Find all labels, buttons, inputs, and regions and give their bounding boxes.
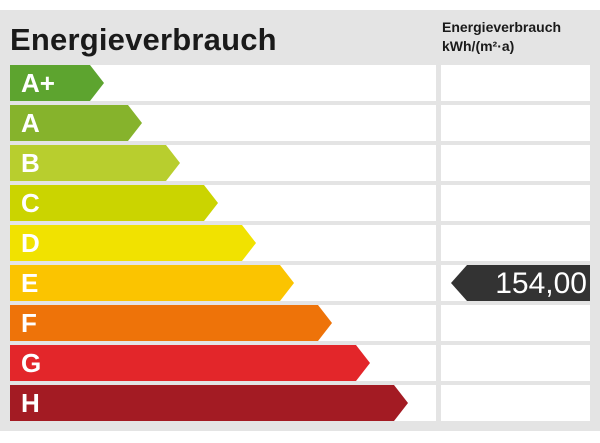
energy-class-arrow-shape: [10, 225, 256, 261]
energy-class-label: D: [21, 228, 40, 258]
energy-class-row: B: [10, 145, 590, 181]
energy-class-arrow-shape: [10, 305, 332, 341]
value-cell: [441, 385, 590, 421]
energy-class-arrow-shape: [10, 105, 142, 141]
energy-class-row: G: [10, 345, 590, 381]
energy-class-label: A: [21, 108, 40, 138]
energy-class-arrow: A+: [10, 65, 104, 101]
energy-class-row: C: [10, 185, 590, 221]
value-cell: [441, 305, 590, 341]
energy-class-row: A+: [10, 65, 590, 101]
energy-class-arrow-shape: [10, 65, 104, 101]
energy-class-row: A: [10, 105, 590, 141]
value-cell: [441, 105, 590, 141]
energy-class-arrow-shape: [10, 385, 408, 421]
energy-class-label: A+: [21, 68, 55, 98]
value-cell: [441, 185, 590, 221]
energy-class-label: F: [21, 308, 37, 338]
value-column-title: Energieverbrauch: [442, 19, 562, 35]
energy-class-arrow-shape: [10, 145, 180, 181]
consumption-value-marker: 154,00: [451, 265, 590, 301]
energy-class-label: G: [21, 348, 42, 378]
value-cell: [441, 345, 590, 381]
value-cell: [441, 65, 590, 101]
energy-class-arrow-shape: [10, 345, 370, 381]
energy-class-arrow: D: [10, 225, 256, 261]
value-cell: [441, 225, 590, 261]
energy-class-row: H: [10, 385, 590, 421]
energy-class-row: E 154,00: [10, 265, 590, 301]
energy-class-arrow: A: [10, 105, 142, 141]
value-column-header: Energieverbrauch kWh/(m²·a): [442, 18, 598, 56]
energy-class-arrow: H: [10, 385, 408, 421]
energy-class-arrow: F: [10, 305, 332, 341]
energy-class-arrow-shape: [10, 185, 218, 221]
energy-class-arrow: C: [10, 185, 218, 221]
energy-class-row: F: [10, 305, 590, 341]
value-cell: [441, 145, 590, 181]
energy-class-label: C: [21, 188, 40, 218]
page-title: Energieverbrauch: [10, 22, 277, 57]
energy-class-label: H: [21, 388, 40, 418]
energy-class-arrow: E: [10, 265, 294, 301]
consumption-value: 154,00: [495, 267, 587, 300]
energy-class-row: D: [10, 225, 590, 261]
energy-class-arrow-shape: [10, 265, 294, 301]
energy-class-arrow: B: [10, 145, 180, 181]
energy-class-label: E: [21, 268, 39, 298]
energy-class-arrow: G: [10, 345, 370, 381]
consumption-marker-shape: [451, 265, 590, 301]
energy-class-label: B: [21, 148, 40, 178]
value-column-unit: kWh/(m²·a): [442, 38, 515, 54]
